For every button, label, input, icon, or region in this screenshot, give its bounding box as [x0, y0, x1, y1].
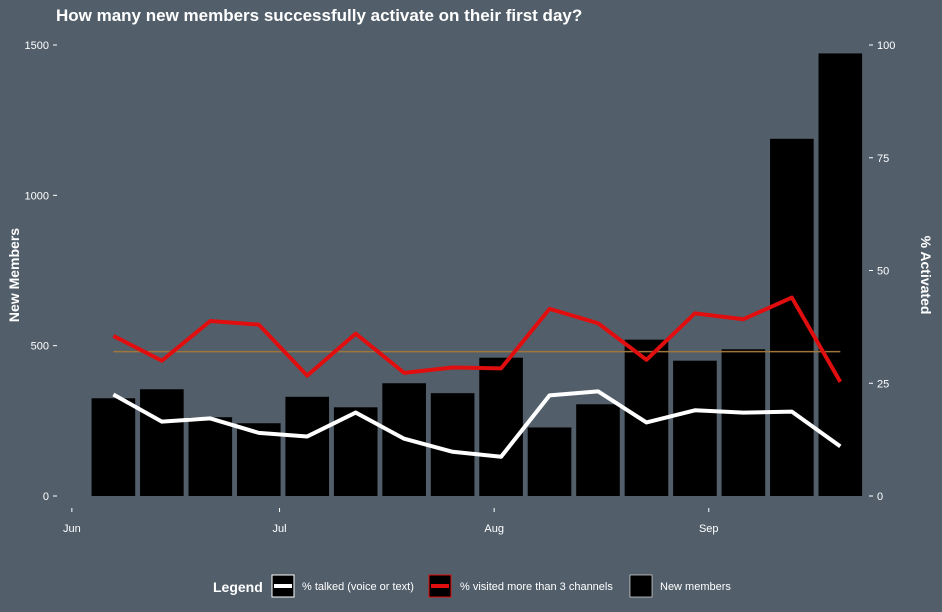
bar-new-members: [188, 417, 233, 496]
line-visited-more-than-3-channels: [112, 295, 843, 383]
legend: Legend % talked (voice or text) % visite…: [213, 574, 731, 598]
legend-label-members: New members: [660, 581, 731, 593]
y-left-tick-label: 0: [43, 491, 49, 503]
legend-label-visited: % visited more than 3 channels: [460, 581, 613, 593]
x-tick-label: Sep: [699, 523, 719, 535]
bar-new-members: [527, 427, 572, 496]
y-axis-left-title: New Members: [6, 228, 22, 322]
bar-new-members: [770, 138, 814, 497]
axes-layer: 0 500 1000 1500 0 25 50 75 100 Jun Jul Aug Sep: [25, 40, 896, 535]
bars-layer: [91, 53, 863, 497]
y-right-tick-label: 0: [877, 491, 883, 503]
y-right-tick-label: 75: [877, 153, 889, 165]
line-talked: [112, 389, 842, 459]
bar-new-members: [140, 389, 184, 496]
bar-new-members: [479, 357, 523, 496]
y-right-tick-label: 25: [877, 378, 889, 390]
y-right-tick-label: 50: [877, 266, 889, 278]
chart-title: How many new members successfully activa…: [56, 6, 582, 25]
x-tick-label: Aug: [484, 523, 504, 535]
x-tick-label: Jul: [273, 523, 287, 535]
y-axis-right-title: % Activated: [918, 236, 934, 315]
bar-new-members: [285, 396, 330, 496]
x-tick-label: Jun: [63, 523, 81, 535]
bar-new-members: [430, 393, 475, 496]
bar-new-members: [673, 360, 717, 496]
y-left-tick-label: 1000: [25, 190, 49, 202]
bar-new-members: [576, 404, 620, 496]
bar-new-members: [818, 53, 863, 496]
bar-new-members: [721, 349, 766, 496]
legend-title: Legend: [213, 579, 263, 595]
legend-label-talked: % talked (voice or text): [302, 581, 414, 593]
y-left-tick-label: 500: [31, 341, 49, 353]
y-left-tick-label: 1500: [25, 40, 49, 52]
lines-layer: [112, 295, 843, 459]
legend-key-members: [629, 574, 653, 598]
bar-new-members: [91, 398, 136, 496]
y-right-tick-label: 100: [877, 40, 895, 52]
